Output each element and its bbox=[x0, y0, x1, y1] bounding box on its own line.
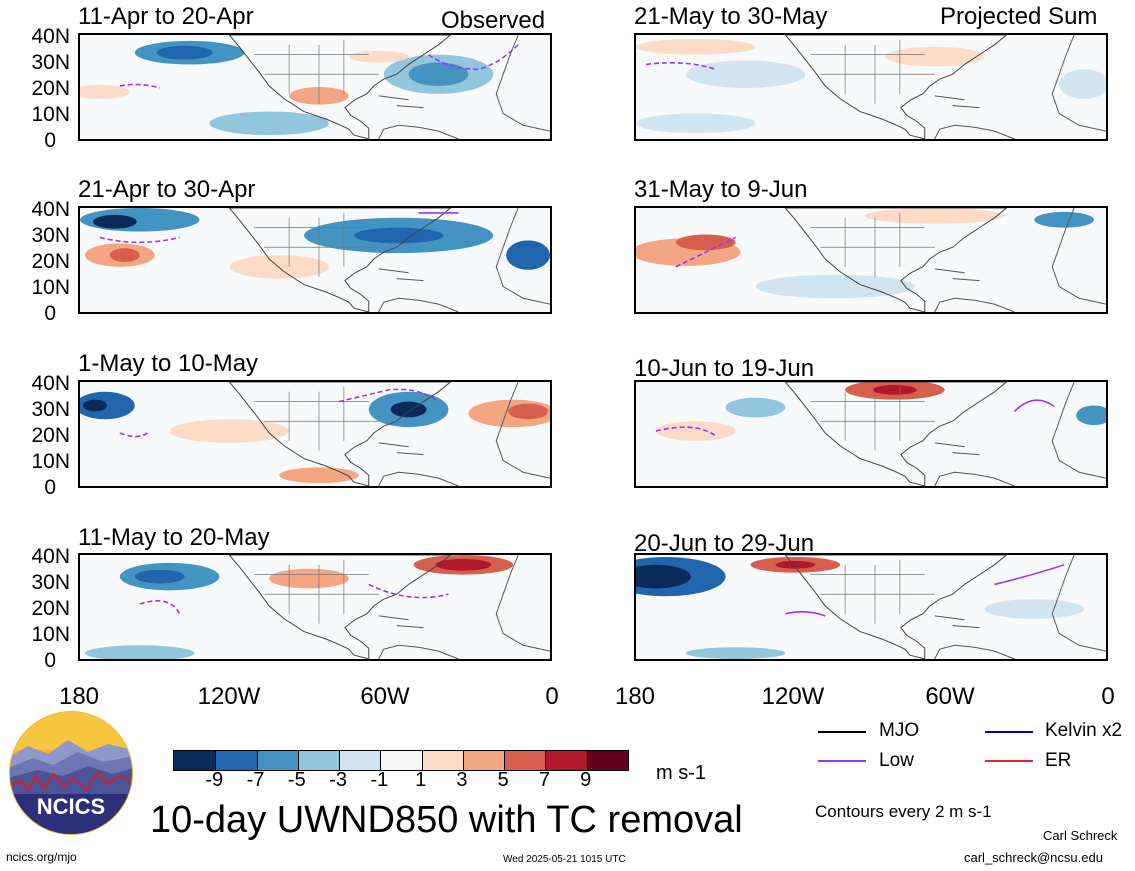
colorbar-swatch bbox=[586, 751, 628, 770]
legend-label-er: ER bbox=[1045, 750, 1072, 771]
panel-title-left-3: 1-May to 10-May bbox=[78, 350, 259, 377]
ncics-logo: NCICS bbox=[8, 710, 134, 836]
colorbar-tick-label: -3 bbox=[329, 769, 347, 791]
er-line-icon bbox=[985, 760, 1033, 762]
panel-title-right-2: 31-May to 9-Jun bbox=[634, 176, 808, 203]
lat-label: 0 bbox=[44, 649, 56, 672]
low-line-icon bbox=[818, 760, 866, 762]
lat-label: 40N bbox=[31, 545, 70, 568]
lon-label: 180 bbox=[58, 683, 100, 710]
map-panel-left-1 bbox=[78, 33, 552, 141]
lat-label: 10N bbox=[31, 623, 70, 646]
colorbar-swatch bbox=[421, 751, 463, 770]
lon-label: 60W bbox=[360, 683, 410, 710]
logo-text: NCICS bbox=[37, 794, 105, 819]
legend-label-mjo: MJO bbox=[879, 720, 920, 741]
colorbar-swatch bbox=[545, 751, 587, 770]
colorbar-tick-label: -1 bbox=[370, 769, 389, 791]
legend-label-kelvin: Kelvin x2 bbox=[1045, 720, 1123, 741]
panel-title-right-1: 21-May to 30-May bbox=[634, 3, 828, 30]
lat-label: 0 bbox=[44, 302, 56, 325]
colorbar-tick-label: 1 bbox=[415, 769, 427, 791]
lat-label: 10N bbox=[31, 103, 70, 126]
panel-title-left-2: 21-Apr to 30-Apr bbox=[78, 176, 256, 203]
panel-title-right-3: 10-Jun to 19-Jun bbox=[634, 355, 815, 382]
lat-label: 0 bbox=[44, 476, 56, 499]
colorbar-units: m s-1 bbox=[656, 762, 706, 784]
colorbar-swatch bbox=[380, 751, 422, 770]
colorbar-tick-label: 3 bbox=[456, 769, 468, 791]
lon-label: 0 bbox=[1101, 683, 1115, 710]
contours-note: Contours every 2 m s-1 bbox=[815, 802, 992, 821]
lat-label: 30N bbox=[31, 398, 70, 421]
map-panel-right-3 bbox=[634, 380, 1108, 488]
lat-label: 10N bbox=[31, 450, 70, 473]
timestamp: Wed 2025-05-21 1015 UTC bbox=[503, 854, 626, 865]
website-link[interactable]: ncics.org/mjo bbox=[6, 850, 77, 864]
colorbar-tick-label: -7 bbox=[246, 769, 265, 791]
lat-label: 30N bbox=[31, 51, 70, 74]
main-title: 10-day UWND850 with TC removal bbox=[150, 799, 743, 841]
lat-label: 30N bbox=[31, 224, 70, 247]
map-panel-left-3 bbox=[78, 380, 552, 488]
colorbar-tick-label: 7 bbox=[538, 769, 551, 791]
colorbar-swatch bbox=[215, 751, 257, 770]
colorbar-swatch bbox=[256, 751, 298, 770]
colorbar-tick-label: -9 bbox=[205, 769, 224, 791]
kelvin-line-icon bbox=[985, 731, 1033, 733]
colorbar-swatch bbox=[339, 751, 381, 770]
colorbar-swatch bbox=[462, 751, 505, 770]
legend-label-low: Low bbox=[879, 750, 914, 771]
projected-sum-label: Projected Sum bbox=[940, 3, 1098, 30]
author-email[interactable]: carl_schreck@ncsu.edu bbox=[964, 850, 1103, 865]
colorbar-swatch bbox=[504, 751, 546, 770]
map-panel-left-2 bbox=[78, 206, 552, 314]
lat-label: 0 bbox=[44, 129, 56, 152]
map-panel-right-1 bbox=[634, 33, 1108, 141]
lon-label: 0 bbox=[545, 683, 559, 710]
observed-label: Observed bbox=[441, 7, 546, 34]
lat-label: 40N bbox=[31, 372, 70, 395]
lat-label: 40N bbox=[31, 198, 70, 221]
colorbar-tick-label: -5 bbox=[287, 769, 306, 791]
panel-title-left-4: 11-May to 20-May bbox=[78, 524, 270, 551]
lon-label: 60W bbox=[925, 683, 975, 710]
colorbar-swatch bbox=[297, 751, 340, 770]
lat-label: 10N bbox=[31, 276, 70, 299]
panel-title-left-1: 11-Apr to 20-Apr bbox=[78, 3, 254, 30]
map-panel-right-2 bbox=[634, 206, 1108, 314]
lon-label: 120W bbox=[197, 683, 261, 710]
lat-label: 40N bbox=[31, 25, 70, 48]
lat-label: 20N bbox=[31, 77, 70, 100]
lon-label: 120W bbox=[761, 683, 825, 710]
map-panel-left-4 bbox=[78, 553, 552, 661]
mjo-line-icon bbox=[818, 731, 866, 733]
lat-label: 20N bbox=[31, 597, 70, 620]
lat-label: 20N bbox=[31, 424, 70, 447]
author: Carl Schreck bbox=[1043, 828, 1118, 843]
lat-label: 20N bbox=[31, 250, 70, 273]
map-panel-right-4 bbox=[634, 553, 1108, 661]
panel-title-right-4: 20-Jun to 29-Jun bbox=[634, 530, 815, 557]
colorbar bbox=[173, 750, 629, 771]
lat-label: 30N bbox=[31, 571, 70, 594]
colorbar-tick-label: 5 bbox=[497, 769, 509, 791]
lon-label: 180 bbox=[614, 683, 656, 710]
colorbar-tick-label: 9 bbox=[580, 769, 592, 791]
colorbar-swatch bbox=[174, 751, 216, 770]
